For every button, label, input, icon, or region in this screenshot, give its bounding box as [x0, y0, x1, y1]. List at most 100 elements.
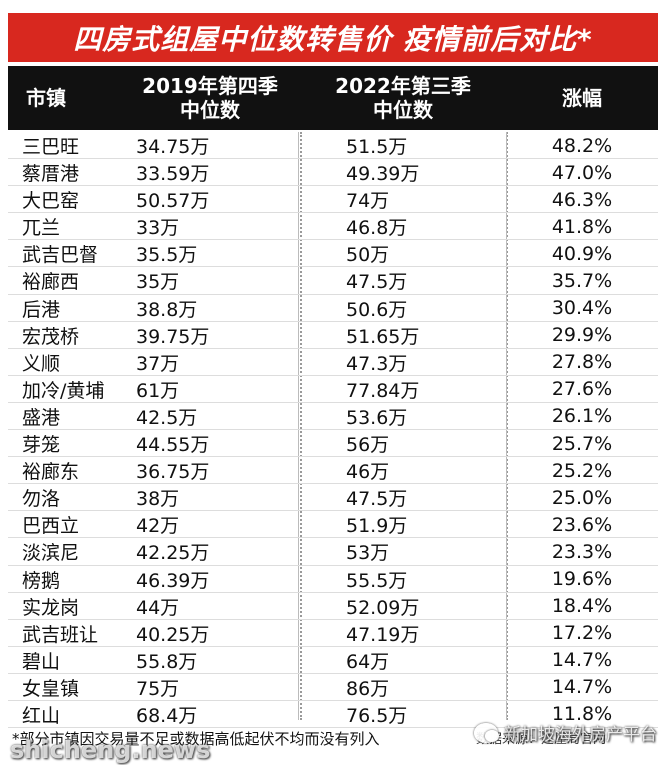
cell-town: 裕廊东	[22, 461, 80, 484]
cell-2019q4-median: 44万	[136, 596, 180, 619]
cell-increase: 23.3%	[551, 540, 613, 563]
table-row: 裕廊西 35万 47.5万 35.7%	[8, 267, 658, 295]
cell-2022q3-median: 76.5万	[346, 704, 408, 727]
cell-2019q4-median: 35.5万	[136, 244, 198, 267]
cell-2019q4-median: 33.59万	[136, 163, 210, 186]
cell-2019q4-median: 42.25万	[136, 542, 210, 565]
table-row: 淡滨尼 42.25万 53万 23.3%	[8, 538, 658, 566]
cell-increase: 25.2%	[551, 459, 613, 482]
cell-increase: 25.0%	[551, 486, 613, 509]
table-row: 武吉班让 40.25万 47.19万 17.2%	[8, 620, 658, 647]
cell-2019q4-median: 55.8万	[136, 650, 198, 673]
column-header-2019q4: 2019年第四季 中位数	[120, 74, 300, 122]
table-row: 大巴窑 50.57万 74万 46.3%	[8, 186, 658, 214]
cell-town: 宏茂桥	[22, 325, 80, 348]
cell-increase: 11.8%	[551, 703, 613, 726]
footnote-text: *部分市镇因交易量不足或数据高低起伏不均而没有列入	[12, 730, 380, 748]
table-row: 红山 68.4万 76.5万 11.8%	[8, 701, 658, 729]
table-row: 宏茂桥 39.75万 51.65万 29.9%	[8, 322, 658, 349]
cell-increase: 25.7%	[551, 432, 613, 455]
cell-2022q3-median: 46万	[346, 461, 390, 484]
cell-town: 后港	[22, 298, 61, 321]
cell-town: 兀兰	[22, 217, 61, 240]
wechat-watermark: 新加坡海外房产平台	[474, 720, 657, 745]
table-row: 后港 38.8万 50.6万 30.4%	[8, 295, 658, 322]
cell-2019q4-median: 46.39万	[136, 569, 210, 592]
cell-town: 勿洛	[22, 488, 61, 511]
cell-2022q3-median: 51.9万	[346, 515, 408, 538]
cell-2019q4-median: 40.25万	[136, 623, 210, 646]
cell-town: 女皇镇	[22, 677, 80, 700]
cell-2022q3-median: 53万	[346, 542, 390, 565]
table-row: 盛港 42.5万 53.6万 26.1%	[8, 403, 658, 431]
cell-2022q3-median: 50.6万	[346, 298, 408, 321]
cell-increase: 35.7%	[551, 269, 613, 292]
cell-increase: 30.4%	[551, 297, 613, 320]
cell-increase: 40.9%	[551, 242, 613, 265]
cell-2022q3-median: 47.3万	[346, 352, 408, 375]
cell-town: 碧山	[22, 650, 61, 673]
cell-2022q3-median: 52.09万	[346, 596, 420, 619]
cell-2022q3-median: 77.84万	[346, 379, 420, 402]
source-text: 数据来源：建屋局官网	[476, 732, 607, 747]
cell-2022q3-median: 86万	[346, 677, 390, 700]
cell-town: 义顺	[22, 352, 61, 375]
cell-town: 武吉班让	[22, 623, 99, 646]
cell-town: 蔡厝港	[22, 163, 80, 186]
cell-town: 大巴窑	[22, 190, 80, 213]
cell-town: 加冷/黄埔	[22, 379, 105, 402]
column-header-2022q3-line2: 中位数	[373, 98, 433, 122]
column-header-2022q3-line1: 2022年第三季	[335, 74, 471, 98]
cell-increase: 26.1%	[551, 405, 613, 428]
cell-2019q4-median: 61万	[136, 379, 180, 402]
cell-increase: 41.8%	[551, 215, 613, 238]
cell-town: 芽笼	[22, 434, 61, 457]
cell-increase: 18.4%	[551, 595, 613, 618]
table-row: 勿洛 38万 47.5万 25.0%	[8, 484, 658, 512]
cell-2019q4-median: 36.75万	[136, 461, 210, 484]
cell-2019q4-median: 44.55万	[136, 434, 210, 457]
table-row: 武吉巴督 35.5万 50万 40.9%	[8, 240, 658, 268]
cell-increase: 17.2%	[551, 622, 613, 645]
table-row: 实龙岗 44万 52.09万 18.4%	[8, 593, 658, 620]
page-title: 四房式组屋中位数转售价 疫情前后对比*	[8, 10, 658, 62]
cell-increase: 47.0%	[551, 161, 613, 184]
table-row: 义顺 37万 47.3万 27.8%	[8, 349, 658, 376]
cell-2019q4-median: 39.75万	[136, 325, 210, 348]
table-row: 兀兰 33万 46.8万 41.8%	[8, 213, 658, 241]
cell-2022q3-median: 74万	[346, 190, 390, 213]
cell-2022q3-median: 56万	[346, 434, 390, 457]
cell-town: 盛港	[22, 406, 61, 429]
table-header: 市镇 2019年第四季 中位数 2022年第三季 中位数 涨幅	[8, 66, 658, 130]
cell-town: 实龙岗	[22, 596, 80, 619]
column-header-2022q3: 2022年第三季 中位数	[300, 74, 506, 122]
cell-2019q4-median: 33万	[136, 217, 180, 240]
cell-2022q3-median: 51.5万	[346, 136, 408, 158]
cell-2022q3-median: 47.5万	[346, 271, 408, 294]
cell-2022q3-median: 47.19万	[346, 623, 420, 646]
cell-2019q4-median: 37万	[136, 352, 180, 375]
cell-increase: 19.6%	[551, 568, 613, 590]
cell-2019q4-median: 35万	[136, 271, 180, 294]
cell-increase: 23.6%	[551, 513, 613, 536]
table-row: 碧山 55.8万 64万 14.7%	[8, 647, 658, 674]
cell-2022q3-median: 49.39万	[346, 163, 420, 186]
cell-2019q4-median: 34.75万	[136, 136, 210, 158]
cell-town: 榜鹅	[22, 569, 61, 592]
cell-2019q4-median: 42.5万	[136, 406, 198, 429]
cell-2022q3-median: 47.5万	[346, 488, 408, 511]
cell-2022q3-median: 46.8万	[346, 217, 408, 240]
table-row: 芽笼 44.55万 56万 25.7%	[8, 430, 658, 458]
cell-town: 淡滨尼	[22, 542, 80, 565]
cell-2022q3-median: 64万	[346, 650, 390, 673]
table-row: 巴西立 42万 51.9万 23.6%	[8, 511, 658, 539]
cell-increase: 46.3%	[551, 188, 613, 211]
cell-2022q3-median: 50万	[346, 244, 390, 267]
cell-2019q4-median: 75万	[136, 677, 180, 700]
cell-increase: 14.7%	[551, 676, 613, 699]
table-row: 蔡厝港 33.59万 49.39万 47.0%	[8, 159, 658, 187]
cell-2022q3-median: 55.5万	[346, 569, 408, 592]
table-row: 女皇镇 75万 86万 14.7%	[8, 674, 658, 701]
cell-2019q4-median: 38万	[136, 488, 180, 511]
cell-increase: 29.9%	[551, 324, 613, 347]
